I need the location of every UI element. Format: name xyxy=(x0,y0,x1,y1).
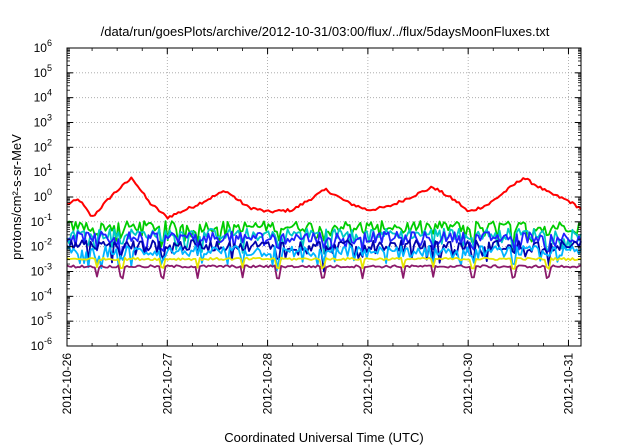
grid xyxy=(67,48,581,346)
y-tick-label: 10-2 xyxy=(31,237,52,254)
y-tick-label: 10-4 xyxy=(31,286,52,303)
y-tick-label: 106 xyxy=(34,38,52,55)
series-line xyxy=(66,220,582,253)
y-tick-label: 103 xyxy=(34,113,52,130)
x-axis: 2012-10-26 2012-10-27 2012-10-28 2012-10-29… xyxy=(60,48,575,414)
x-axis-label: Coordinated Universal Time (UTC) xyxy=(224,430,423,445)
y-tick-label: 101 xyxy=(34,162,52,179)
x-tick-label: 2012-10-30 xyxy=(461,353,475,415)
y-tick-label: 10-3 xyxy=(31,262,52,279)
y-tick-label: 10-1 xyxy=(31,212,52,229)
x-tick-label: 2012-10-29 xyxy=(361,353,375,415)
plot-frame xyxy=(66,47,582,347)
y-tick-label: 10-5 xyxy=(31,311,52,328)
series-group xyxy=(66,176,582,280)
x-tick-label: 2012-10-31 xyxy=(561,353,575,415)
y-tick-label: 104 xyxy=(34,88,52,105)
y-tick-label: 105 xyxy=(34,63,52,80)
series-line xyxy=(66,239,582,273)
y-axis-label: protons/cm²-s-sr-MeV xyxy=(9,134,24,260)
y-tick-label: 10-6 xyxy=(31,336,52,353)
y-tick-label: 100 xyxy=(34,187,52,204)
x-tick-label: 2012-10-27 xyxy=(160,353,174,415)
x-tick-label: 2012-10-26 xyxy=(60,353,74,415)
series-line xyxy=(66,230,582,259)
series-line xyxy=(66,227,582,257)
series-line xyxy=(66,264,582,280)
series-line xyxy=(66,256,582,270)
series-line xyxy=(66,176,582,220)
x-tick-label: 2012-10-28 xyxy=(261,353,275,415)
y-tick-label: 102 xyxy=(34,137,52,154)
series-line xyxy=(66,245,582,272)
y-axis: 10-6 10-5 10-4 10-3 10-2 10-1 100 101 102 103 104 1… xyxy=(31,38,581,353)
chart-title: /data/run/goesPlots/archive/2012-10-31/0… xyxy=(101,24,550,39)
